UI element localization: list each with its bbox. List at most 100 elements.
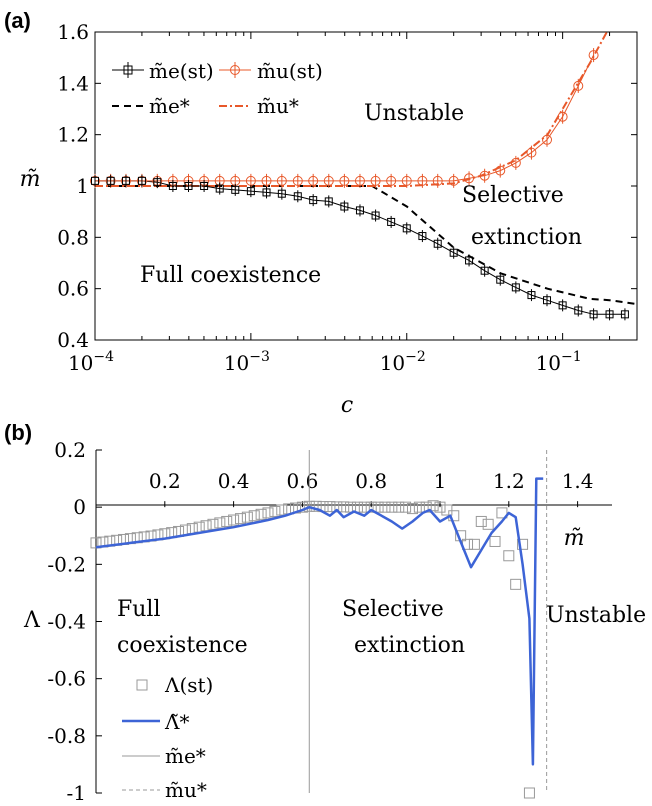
mu-st-marker bbox=[339, 175, 350, 186]
lambda-st-marker bbox=[482, 518, 494, 530]
lambda-st-marker bbox=[503, 550, 515, 562]
b-ytick-label: -0.2 bbox=[47, 552, 86, 576]
me-st-marker bbox=[340, 202, 349, 211]
a-xtick-label: 10−4 bbox=[68, 349, 114, 375]
panel-a-series bbox=[90, 32, 637, 321]
lambda-st-marker bbox=[262, 507, 274, 519]
region-full-b: Full bbox=[117, 597, 161, 622]
panel-a-x-label: c bbox=[341, 393, 353, 418]
panel-a-y-label: m̃ bbox=[20, 167, 41, 192]
me-st-marker bbox=[168, 182, 177, 190]
legend-label-me-star: m̃e* bbox=[149, 94, 190, 118]
me-st-marker bbox=[465, 256, 474, 265]
b-xtick-label: 1.2 bbox=[493, 469, 525, 493]
lambda-st-marker bbox=[207, 518, 219, 530]
lambda-st-marker bbox=[90, 537, 102, 549]
me-st-marker bbox=[558, 301, 567, 310]
a-xtick-label: 10−3 bbox=[224, 349, 270, 375]
me-st-marker bbox=[231, 185, 240, 194]
lambda-st-marker bbox=[276, 504, 288, 516]
lambda-st-marker bbox=[372, 501, 384, 513]
lambda-st-marker bbox=[310, 500, 322, 512]
me-st-marker bbox=[527, 291, 536, 300]
panel-b-x-label: m̃ bbox=[564, 526, 585, 551]
lambda-st-marker bbox=[510, 578, 522, 590]
lambda-st-marker bbox=[269, 505, 281, 517]
lambda-st-marker bbox=[468, 538, 480, 550]
panel-b-series bbox=[90, 450, 548, 799]
region-extinction-b: extinction bbox=[354, 633, 465, 658]
mu-st-marker bbox=[386, 175, 397, 186]
legend-marker-mu-st bbox=[230, 65, 240, 75]
lambda-st-marker bbox=[214, 517, 226, 529]
legend-label-lambda-star: Λ̃* bbox=[164, 710, 189, 734]
b-ytick-label: -0.6 bbox=[47, 667, 86, 691]
mu-st-marker bbox=[323, 175, 334, 186]
me-st-marker bbox=[153, 178, 162, 187]
lambda-st-marker bbox=[475, 515, 487, 527]
lambda-st-marker bbox=[496, 507, 508, 519]
mu-st-marker bbox=[292, 175, 303, 186]
b-xtick-label: 0.2 bbox=[149, 469, 181, 493]
mu-st-marker bbox=[370, 175, 381, 186]
b-ytick-label: -1 bbox=[67, 781, 86, 805]
me-st-marker bbox=[480, 266, 489, 275]
lambda-st-marker bbox=[324, 501, 336, 513]
panel-b-legend: Λ(st) Λ̃* m̃e* m̃u* bbox=[122, 673, 213, 802]
panel-b: (b) 0.2 0 -0.2 -0.4 -0.6 -0.8 -1 0.2 0.4 0.6 0.8 1 1… bbox=[4, 420, 646, 805]
legend-label-mu-star-b: m̃u* bbox=[165, 778, 207, 802]
lambda-st-marker bbox=[427, 500, 439, 512]
mu-st-marker bbox=[354, 175, 365, 186]
lambda-st-marker bbox=[248, 510, 260, 522]
legend-label-lambda-st: Λ(st) bbox=[164, 673, 213, 697]
region-unstable-a: Unstable bbox=[364, 101, 464, 126]
me-st-marker bbox=[543, 296, 552, 305]
lambda-st-marker bbox=[358, 501, 370, 513]
region-unstable-b: Unstable bbox=[546, 603, 646, 628]
lambda-st-marker bbox=[517, 538, 529, 550]
mu-st-marker bbox=[526, 147, 537, 158]
b-xtick-label: 1.4 bbox=[562, 469, 594, 493]
lambda-st-marker bbox=[406, 503, 418, 515]
mu-st-marker bbox=[448, 175, 459, 186]
lambda-st-marker bbox=[303, 500, 315, 512]
lambda-st-marker bbox=[379, 501, 391, 513]
mu-st-marker bbox=[588, 50, 599, 61]
line-mu-star bbox=[95, 32, 608, 187]
mu-st-marker bbox=[573, 80, 584, 91]
b-xtick-label: 0.8 bbox=[355, 469, 387, 493]
line-me-star bbox=[95, 185, 637, 306]
region-selective-a: Selective bbox=[462, 183, 564, 208]
me-st-marker bbox=[293, 192, 302, 201]
me-st-marker bbox=[184, 182, 193, 190]
mu-st-marker bbox=[261, 175, 272, 186]
legend-label-me-st: m̃e(st) bbox=[149, 59, 214, 83]
a-ytick-label: 1.4 bbox=[57, 71, 89, 95]
lambda-st-marker bbox=[434, 501, 446, 513]
lambda-st-marker bbox=[489, 535, 501, 547]
me-st-marker bbox=[574, 306, 583, 315]
me-st-marker bbox=[496, 275, 505, 284]
mu-st-marker bbox=[401, 175, 412, 186]
lambda-st-marker bbox=[338, 501, 350, 513]
region-full-coexistence-a: Full coexistence bbox=[140, 263, 321, 288]
a-ytick-label: 1 bbox=[76, 174, 89, 198]
me-st-marker bbox=[605, 310, 614, 319]
me-st-marker bbox=[387, 217, 396, 226]
region-selective-b: Selective bbox=[342, 597, 444, 622]
panel-a-ticks: 0.4 0.6 0.8 1 1.2 1.4 1.6 10−4 10−3 10−2 10−1 bbox=[57, 20, 637, 375]
mu-st-marker bbox=[308, 175, 319, 186]
legend-marker-me-st bbox=[123, 65, 133, 75]
mu-st-marker bbox=[464, 173, 475, 184]
lambda-st-marker bbox=[413, 501, 425, 513]
legend-label-me-star-b: m̃e* bbox=[165, 744, 206, 768]
region-coexistence-b: coexistence bbox=[117, 633, 248, 658]
mu-st-marker bbox=[557, 111, 568, 122]
lambda-st-marker bbox=[221, 515, 233, 527]
me-st-marker bbox=[433, 239, 442, 248]
lambda-st-marker bbox=[386, 501, 398, 513]
mu-st-marker bbox=[417, 175, 428, 186]
b-xtick-label: 1 bbox=[434, 469, 447, 493]
legend-label-mu-st: m̃u(st) bbox=[257, 59, 323, 83]
legend-label-mu-star: m̃u* bbox=[257, 94, 299, 118]
